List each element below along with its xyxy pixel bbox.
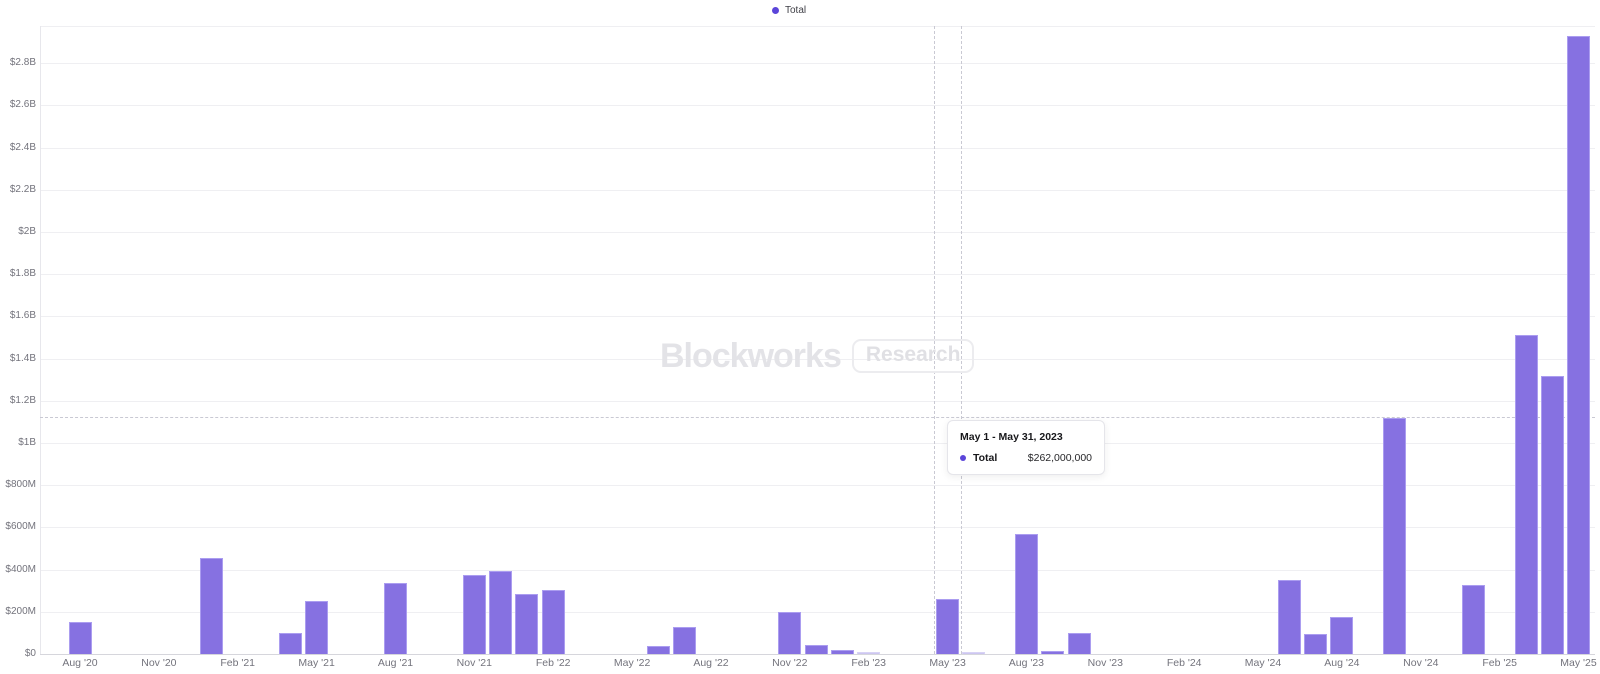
gridline-$2.2B [40, 189, 1595, 191]
bar-jan-25[interactable] [1461, 585, 1485, 654]
y-axis-label-$2.2B: $2.2B [9, 183, 36, 195]
bar-apr-25[interactable] [1540, 375, 1564, 654]
bar-feb-22[interactable] [541, 589, 565, 654]
gridline-$1B [40, 443, 1595, 444]
tooltip: May 1 - May 31, 2023 Total $262,000,000 [947, 420, 1105, 475]
bar-jan-23[interactable] [830, 649, 854, 654]
x-axis-label-may-22: May '22 [613, 657, 651, 669]
gridline-$2.6B [40, 105, 1595, 107]
y-axis-label-$1.6B: $1.6B [9, 310, 36, 322]
x-axis-label-aug-21: Aug '21 [377, 657, 414, 669]
bar-aug-21[interactable] [384, 583, 407, 654]
gridline-$2.8B [40, 63, 1595, 65]
plot-top-border [40, 26, 1595, 27]
x-axis-label-aug-24: Aug '24 [1324, 657, 1360, 669]
x-axis-label-aug-20: Aug '20 [62, 657, 98, 669]
bar-oct-23[interactable] [1067, 632, 1091, 654]
x-axis-label-nov-21: Nov '21 [456, 657, 492, 669]
y-axis-label-$0: $0 [24, 648, 36, 659]
bar-aug-24[interactable] [1330, 617, 1354, 654]
y-axis-label-$1.8B: $1.8B [9, 268, 36, 280]
legend-total-dot-icon [772, 7, 779, 14]
bar-jan-21[interactable] [199, 558, 223, 654]
y-axis-label-$1.4B: $1.4B [9, 352, 36, 364]
gridline-$2.4B [40, 147, 1595, 149]
bar-may-23[interactable] [936, 598, 960, 654]
bar-nov-21[interactable] [462, 574, 486, 654]
bar-nov-22[interactable] [778, 611, 802, 654]
gridline-$600M [40, 527, 1595, 529]
crosshair-horizontal [40, 417, 1595, 418]
bar-may-25[interactable] [1567, 35, 1590, 654]
y-axis-label-$200M: $200M [5, 605, 36, 617]
y-axis-line [40, 26, 41, 654]
x-axis-label-nov-20: Nov '20 [141, 657, 177, 669]
bar-jan-22[interactable] [515, 593, 539, 654]
gridline-$800M [40, 485, 1595, 487]
bar-aug-20[interactable] [68, 622, 92, 654]
x-axis-label-aug-23: Aug '23 [1008, 657, 1045, 669]
bar-jul-22[interactable] [673, 626, 697, 654]
bar-mar-25[interactable] [1514, 335, 1538, 654]
gridline-$1.4B [40, 358, 1595, 360]
x-axis-label-nov-23: Nov '23 [1087, 657, 1123, 669]
tooltip-total-dot-icon [960, 455, 966, 461]
bar-jun-22[interactable] [646, 645, 670, 654]
legend[interactable]: Total [772, 5, 806, 16]
x-axis-label-feb-23: Feb '23 [851, 657, 887, 669]
gridline-$1.2B [40, 400, 1595, 402]
y-axis-label-$2B: $2B [18, 226, 36, 237]
y-axis-label-$800M: $800M [5, 479, 36, 491]
bar-oct-24[interactable] [1383, 417, 1406, 654]
tooltip-series-value: $262,000,000 [1027, 452, 1092, 464]
legend-total-label: Total [785, 5, 807, 16]
tooltip-total-row: Total $262,000,000 [960, 452, 1092, 464]
gridline-$2B [40, 232, 1595, 233]
x-axis-label-may-24: May '24 [1244, 657, 1282, 669]
y-axis-label-$600M: $600M [5, 521, 36, 533]
x-axis-label-feb-22: Feb '22 [535, 657, 571, 669]
bar-feb-23[interactable] [857, 652, 881, 654]
x-axis-label-nov-22: Nov '22 [772, 657, 808, 669]
bar-dec-21[interactable] [489, 570, 513, 654]
gridline-$400M [40, 569, 1595, 571]
gridline-$1.8B [40, 274, 1595, 276]
x-axis-label-feb-25: Feb '25 [1482, 657, 1518, 669]
x-axis-label-feb-24: Feb '24 [1166, 657, 1202, 669]
x-axis-label-nov-24: Nov '24 [1403, 657, 1439, 669]
x-axis-label-may-25: May '25 [1560, 657, 1597, 669]
x-axis-label-feb-21: Feb '21 [220, 657, 256, 669]
x-axis-label-may-23: May '23 [929, 657, 966, 669]
y-axis-label-$1B: $1B [18, 437, 36, 448]
bar-may-21[interactable] [305, 601, 329, 655]
bar-sep-23[interactable] [1041, 650, 1065, 654]
gridline-$1.6B [40, 316, 1595, 318]
watermark-research-pill: Research [851, 339, 975, 373]
x-axis-label-may-21: May '21 [298, 657, 335, 669]
y-axis-label-$400M: $400M [5, 563, 36, 575]
tooltip-date-range: May 1 - May 31, 2023 [960, 431, 1063, 443]
bar-jun-24[interactable] [1277, 580, 1301, 654]
gridline-$200M [40, 611, 1595, 613]
bar-dec-22[interactable] [804, 644, 828, 654]
watermark-brand-logo: Blockworks [660, 337, 842, 375]
bar-jul-24[interactable] [1304, 634, 1328, 654]
bar-jun-23[interactable] [962, 652, 986, 654]
bar-apr-21[interactable] [278, 632, 302, 654]
y-axis-label-$1.2B: $1.2B [9, 394, 36, 406]
x-axis-line [40, 654, 1595, 655]
bar-aug-23[interactable] [1014, 533, 1038, 654]
y-axis-label-$2.6B: $2.6B [9, 99, 36, 111]
watermark: Blockworks Research [660, 337, 975, 375]
y-axis-label-$2.4B: $2.4B [9, 141, 36, 153]
x-axis-label-aug-22: Aug '22 [693, 657, 729, 669]
y-axis-label-$2.8B: $2.8B [9, 57, 36, 69]
tooltip-series-label: Total [973, 452, 998, 464]
